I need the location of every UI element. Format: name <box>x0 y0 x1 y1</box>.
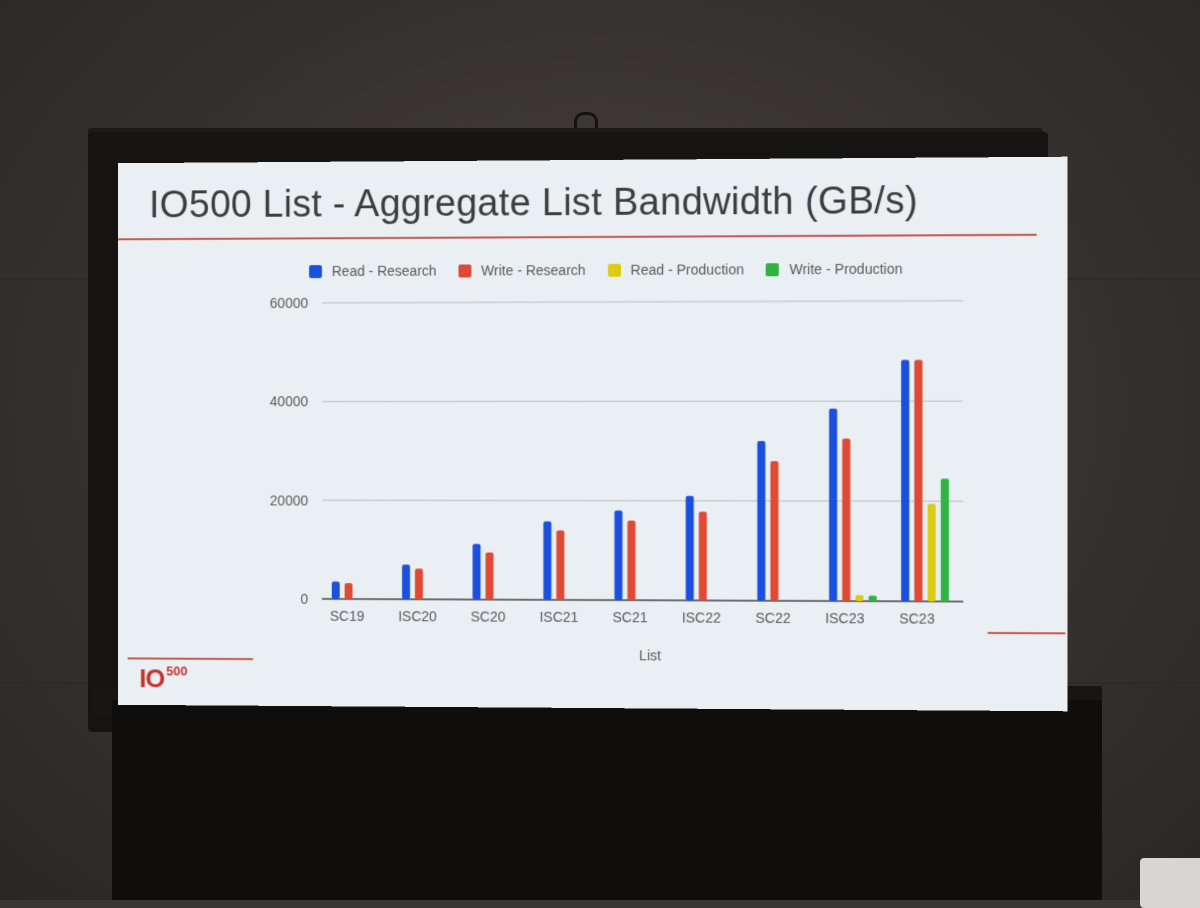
x-tick-label: ISC22 <box>682 609 721 625</box>
x-tick-label: ISC21 <box>540 609 579 625</box>
gridline <box>322 500 963 501</box>
corner-divider <box>988 632 1066 634</box>
bar-read-research-sc19 <box>332 582 340 599</box>
y-tick-label: 40000 <box>270 394 309 410</box>
bar-write-research-isc23 <box>842 439 850 601</box>
x-axis-label: List <box>639 647 661 663</box>
bar-write-research-sc23 <box>914 360 922 601</box>
x-tick-label: SC19 <box>330 608 365 624</box>
bar-write-research-sc20 <box>486 553 494 600</box>
x-tick-label: SC23 <box>899 610 935 626</box>
bar-read-research-sc21 <box>614 511 622 600</box>
bar-write-research-sc22 <box>770 461 778 601</box>
bar-read-research-isc21 <box>543 521 551 599</box>
bar-read-research-sc23 <box>901 360 909 601</box>
bar-chart: 0 20000 40000 60000 SC19 ISC20 SC20 ISC21 SC21 IS… <box>118 157 1068 712</box>
bar-read-research-isc22 <box>686 496 694 601</box>
x-tick-label: ISC23 <box>825 610 865 626</box>
bar-read-research-sc22 <box>757 441 765 601</box>
y-tick-label: 20000 <box>270 492 309 508</box>
screen-stand <box>112 700 1102 900</box>
x-tick-label: SC21 <box>612 609 647 625</box>
bar-write-research-sc19 <box>345 583 353 599</box>
io500-logo: IO 500 <box>139 663 187 694</box>
presentation-slide: IO500 List - Aggregate List Bandwidth (G… <box>118 157 1068 712</box>
gridline <box>322 301 963 303</box>
x-tick-label: ISC20 <box>398 608 437 624</box>
bar-read-research-sc20 <box>473 544 481 600</box>
bar-write-research-isc22 <box>699 512 707 601</box>
logo-superscript: 500 <box>166 664 187 679</box>
bar-read-production-isc23 <box>855 595 863 601</box>
bar-write-production-isc23 <box>869 596 877 602</box>
bar-read-production-sc23 <box>928 504 936 602</box>
logo-text: IO <box>139 663 164 694</box>
y-tick-label: 60000 <box>270 295 309 311</box>
bar-write-research-sc21 <box>627 521 635 601</box>
bar-read-research-isc20 <box>402 565 410 600</box>
bar-write-research-isc20 <box>415 569 423 600</box>
y-tick-label: 0 <box>300 591 308 607</box>
bar-read-research-isc23 <box>829 409 837 601</box>
projector-device <box>1140 858 1200 908</box>
x-tick-label: SC22 <box>755 610 791 626</box>
gridline <box>322 401 963 402</box>
bar-write-production-sc23 <box>941 479 949 602</box>
bar-write-research-isc21 <box>556 530 564 600</box>
x-tick-label: SC20 <box>471 608 506 624</box>
